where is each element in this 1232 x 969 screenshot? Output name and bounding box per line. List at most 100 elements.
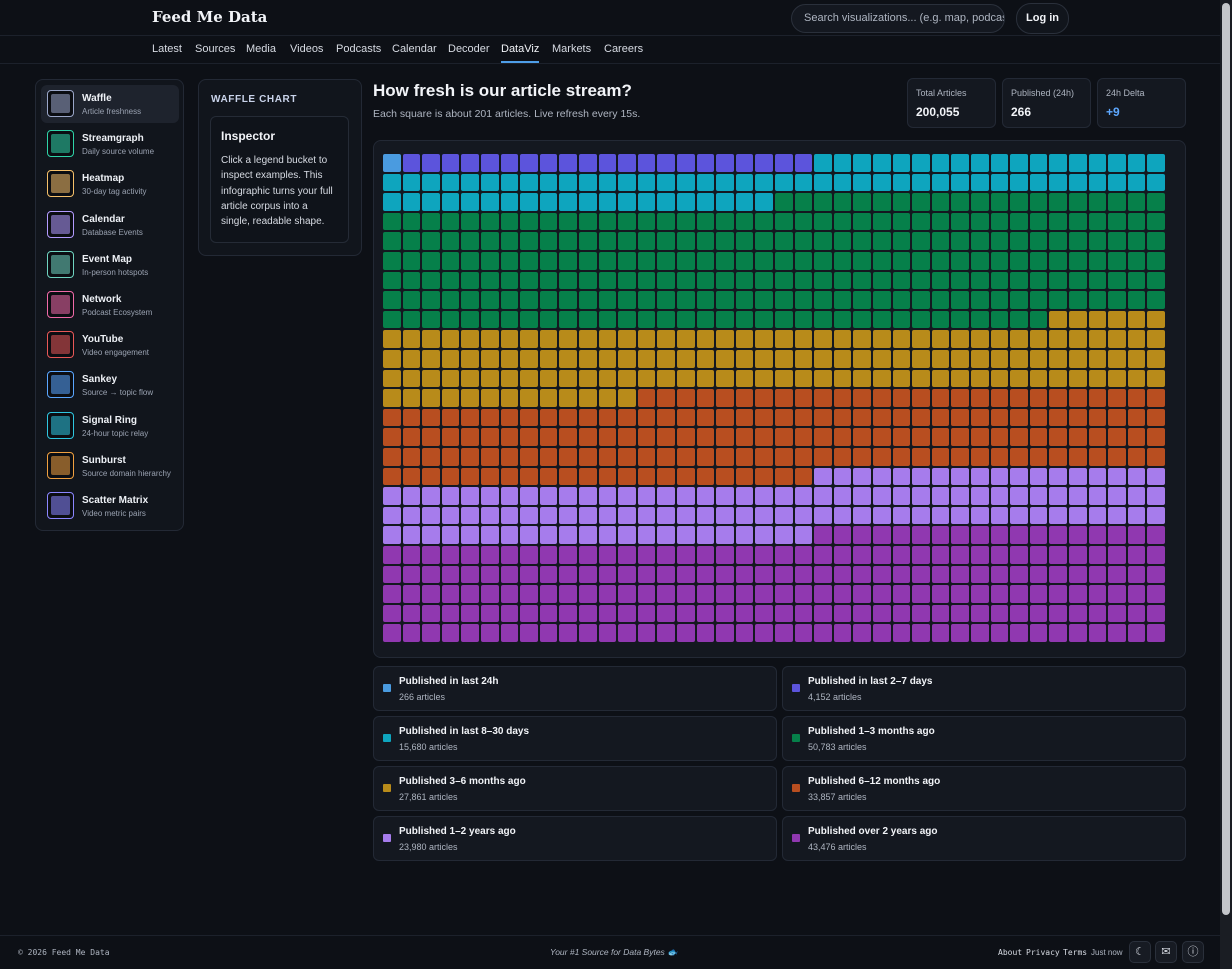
waffle-square[interactable] — [383, 428, 401, 446]
waffle-square[interactable] — [814, 408, 832, 427]
waffle-square[interactable] — [892, 506, 911, 525]
waffle-square[interactable] — [579, 467, 597, 486]
waffle-square[interactable] — [1108, 212, 1126, 231]
waffle-square[interactable] — [853, 624, 871, 642]
waffle-square[interactable] — [1127, 212, 1146, 231]
waffle-square[interactable] — [1127, 173, 1146, 192]
waffle-square[interactable] — [500, 448, 519, 466]
waffle-square[interactable] — [696, 350, 715, 368]
waffle-square[interactable] — [1069, 546, 1087, 564]
waffle-square[interactable] — [912, 212, 930, 231]
waffle-square[interactable] — [775, 310, 793, 329]
waffle-square[interactable] — [520, 585, 538, 603]
waffle-square[interactable] — [775, 585, 793, 603]
waffle-square[interactable] — [618, 291, 636, 309]
waffle-square[interactable] — [1049, 624, 1067, 642]
sidebar-item-sunburst[interactable]: Sunburst Source domain hierarchy — [41, 447, 179, 485]
waffle-square[interactable] — [951, 369, 969, 388]
waffle-square[interactable] — [1088, 193, 1107, 211]
waffle-square[interactable] — [383, 291, 401, 309]
waffle-square[interactable] — [775, 350, 793, 368]
waffle-square[interactable] — [990, 252, 1009, 270]
waffle-square[interactable] — [1010, 389, 1028, 407]
waffle-square[interactable] — [1049, 389, 1067, 407]
waffle-square[interactable] — [1127, 271, 1146, 290]
waffle-square[interactable] — [775, 369, 793, 388]
waffle-square[interactable] — [637, 487, 656, 505]
waffle-square[interactable] — [657, 252, 675, 270]
waffle-square[interactable] — [833, 487, 852, 505]
waffle-square[interactable] — [735, 369, 754, 388]
waffle-square[interactable] — [383, 467, 401, 486]
waffle-square[interactable] — [481, 154, 499, 172]
waffle-square[interactable] — [539, 369, 558, 388]
waffle-square[interactable] — [461, 271, 479, 290]
waffle-square[interactable] — [912, 193, 930, 211]
sidebar-item-event-map[interactable]: Event Map In-person hotspots — [41, 246, 179, 284]
waffle-square[interactable] — [931, 526, 950, 544]
waffle-square[interactable] — [520, 467, 538, 486]
waffle-square[interactable] — [1127, 330, 1146, 348]
waffle-square[interactable] — [775, 526, 793, 544]
waffle-square[interactable] — [637, 310, 656, 329]
waffle-square[interactable] — [833, 408, 852, 427]
waffle-square[interactable] — [912, 232, 930, 250]
waffle-square[interactable] — [481, 232, 499, 250]
waffle-square[interactable] — [1029, 389, 1048, 407]
waffle-square[interactable] — [814, 232, 832, 250]
waffle-square[interactable] — [814, 212, 832, 231]
waffle-square[interactable] — [833, 546, 852, 564]
waffle-square[interactable] — [1127, 350, 1146, 368]
waffle-square[interactable] — [677, 428, 695, 446]
waffle-square[interactable] — [461, 154, 479, 172]
waffle-square[interactable] — [775, 506, 793, 525]
waffle-square[interactable] — [716, 173, 734, 192]
waffle-square[interactable] — [696, 389, 715, 407]
waffle-square[interactable] — [500, 467, 519, 486]
waffle-square[interactable] — [873, 448, 891, 466]
waffle-square[interactable] — [402, 330, 421, 348]
waffle-square[interactable] — [1127, 252, 1146, 270]
waffle-square[interactable] — [755, 271, 773, 290]
contact-button[interactable]: ✉ — [1155, 941, 1177, 963]
waffle-square[interactable] — [520, 310, 538, 329]
waffle-square[interactable] — [696, 212, 715, 231]
waffle-square[interactable] — [951, 232, 969, 250]
waffle-square[interactable] — [951, 624, 969, 642]
waffle-square[interactable] — [735, 428, 754, 446]
waffle-square[interactable] — [912, 350, 930, 368]
waffle-square[interactable] — [735, 467, 754, 486]
waffle-square[interactable] — [618, 330, 636, 348]
waffle-square[interactable] — [873, 565, 891, 584]
waffle-square[interactable] — [383, 330, 401, 348]
waffle-square[interactable] — [559, 624, 577, 642]
waffle-square[interactable] — [520, 408, 538, 427]
waffle-square[interactable] — [598, 369, 617, 388]
nav-item-sources[interactable]: Sources — [195, 43, 236, 55]
waffle-square[interactable] — [1010, 546, 1028, 564]
waffle-square[interactable] — [441, 212, 460, 231]
waffle-square[interactable] — [1088, 408, 1107, 427]
waffle-square[interactable] — [598, 173, 617, 192]
nav-item-careers[interactable]: Careers — [604, 43, 644, 55]
waffle-square[interactable] — [637, 369, 656, 388]
waffle-square[interactable] — [637, 271, 656, 290]
waffle-square[interactable] — [755, 448, 773, 466]
waffle-square[interactable] — [931, 212, 950, 231]
waffle-square[interactable] — [441, 193, 460, 211]
waffle-square[interactable] — [1069, 173, 1087, 192]
waffle-square[interactable] — [1049, 310, 1067, 329]
waffle-square[interactable] — [735, 408, 754, 427]
waffle-square[interactable] — [677, 389, 695, 407]
waffle-square[interactable] — [716, 604, 734, 623]
waffle-square[interactable] — [814, 193, 832, 211]
waffle-square[interactable] — [559, 350, 577, 368]
waffle-square[interactable] — [775, 154, 793, 172]
waffle-square[interactable] — [598, 310, 617, 329]
waffle-square[interactable] — [520, 193, 538, 211]
waffle-square[interactable] — [461, 252, 479, 270]
waffle-square[interactable] — [990, 467, 1009, 486]
waffle-square[interactable] — [775, 193, 793, 211]
waffle-square[interactable] — [1010, 487, 1028, 505]
waffle-square[interactable] — [1069, 330, 1087, 348]
